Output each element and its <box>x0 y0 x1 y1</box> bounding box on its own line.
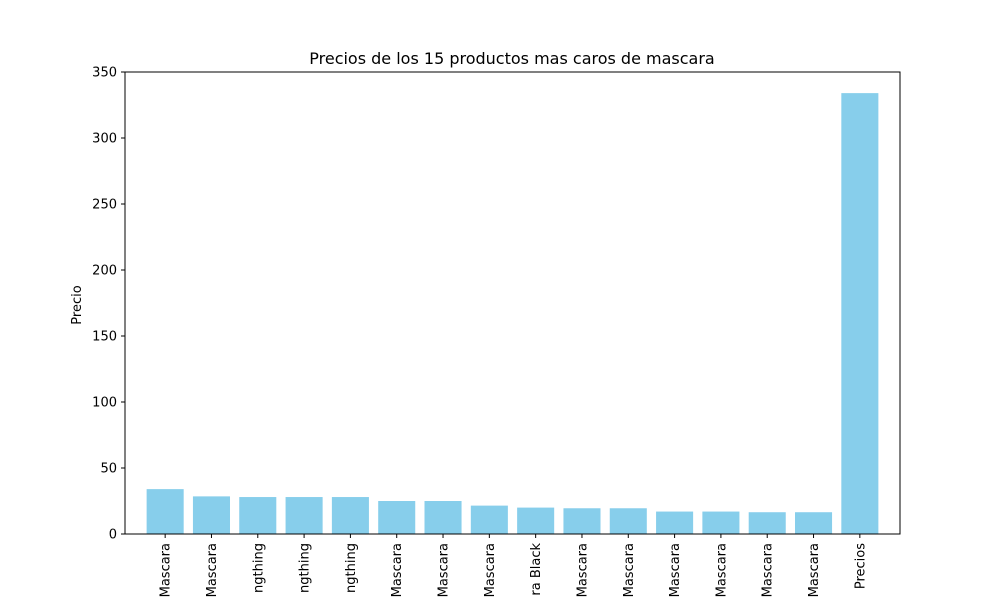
y-axis-label: Precio <box>70 285 85 324</box>
x-tick-label: Mascara <box>622 543 637 597</box>
x-tick-label: ngthing <box>344 543 359 593</box>
bar <box>285 497 323 534</box>
bar <box>841 93 879 535</box>
y-tick-label: 200 <box>92 264 117 279</box>
x-tick-label: ngthing <box>298 543 313 593</box>
y-tick-label: 100 <box>92 396 117 411</box>
bar <box>331 497 369 534</box>
bar <box>748 512 786 534</box>
x-tick-label: Mascara <box>761 543 776 597</box>
y-tick-label: 50 <box>100 462 117 477</box>
x-tick-label: ngthing <box>251 543 266 593</box>
x-tick-label: Mascara <box>390 543 405 597</box>
y-tick-label: 0 <box>109 528 117 543</box>
x-tick-label: ra Black <box>529 543 544 596</box>
x-tick-label: Mascara <box>575 543 590 597</box>
chart-title: Precios de los 15 productos mas caros de… <box>309 49 714 68</box>
bar <box>239 497 277 534</box>
bar <box>378 501 416 534</box>
x-tick-label: Mascara <box>714 543 729 597</box>
x-tick-label: Mascara <box>807 543 822 597</box>
bars <box>146 93 879 535</box>
bar <box>146 489 184 534</box>
bar <box>702 511 740 534</box>
x-tick-label: Mascara <box>483 543 498 597</box>
x-tick-label: Mascara <box>159 543 174 597</box>
bar <box>192 496 230 534</box>
x-tick-label: Precios <box>853 543 868 589</box>
y-axis: 0 50 100 150 200 250 300 350 <box>92 66 125 543</box>
plot-frame <box>124 71 901 535</box>
bar <box>563 508 601 534</box>
bar <box>424 501 462 534</box>
y-tick-label: 250 <box>92 198 117 213</box>
x-tick-label: Mascara <box>668 543 683 597</box>
x-tick-label: Mascara <box>205 543 220 597</box>
y-tick-label: 150 <box>92 330 117 345</box>
y-tick-label: 350 <box>92 66 117 81</box>
bar <box>470 505 508 534</box>
bar <box>609 508 647 534</box>
x-tick-label: Mascara <box>437 543 452 597</box>
x-axis-tick-labels: Mascara Mascara ngthing ngthing ngthing Masca… <box>159 534 868 597</box>
bar <box>656 511 694 534</box>
bar <box>517 507 555 534</box>
bar <box>795 512 833 534</box>
y-tick-label: 300 <box>92 132 117 147</box>
